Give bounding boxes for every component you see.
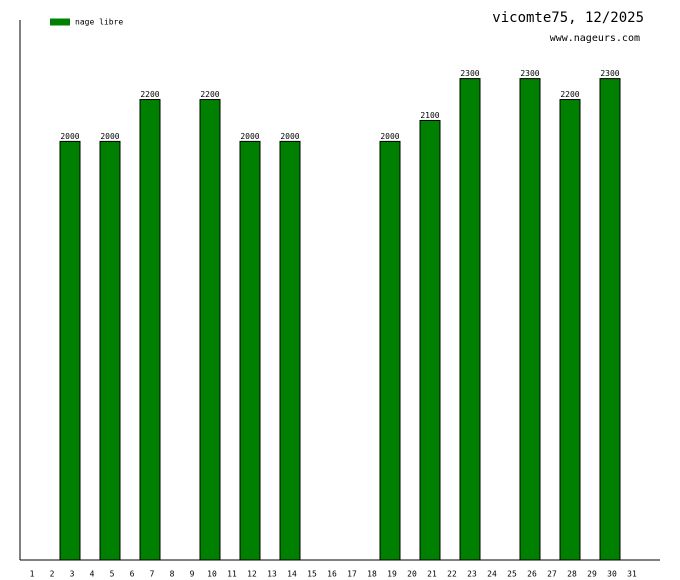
bar bbox=[519, 78, 541, 561]
x-tick-label: 27 bbox=[547, 570, 557, 579]
legend-swatch bbox=[50, 18, 70, 26]
x-tick-label: 16 bbox=[327, 570, 337, 579]
chart-title: vicomte75, 12/2025 bbox=[492, 10, 644, 26]
x-tick-label: 6 bbox=[130, 570, 135, 579]
x-tick-label: 19 bbox=[387, 570, 397, 579]
x-tick-label: 11 bbox=[227, 570, 237, 579]
value-label: 2000 bbox=[380, 132, 399, 141]
x-tick-label: 4 bbox=[90, 570, 95, 579]
x-tick-label: 31 bbox=[627, 570, 637, 579]
x-tick-label: 9 bbox=[190, 570, 195, 579]
x-tick-label: 18 bbox=[367, 570, 377, 579]
value-label: 2200 bbox=[200, 90, 219, 99]
x-tick-label: 30 bbox=[607, 570, 617, 579]
bar bbox=[379, 140, 401, 561]
x-tick-label: 24 bbox=[487, 570, 497, 579]
value-label: 2000 bbox=[60, 132, 79, 141]
x-tick-label: 17 bbox=[347, 570, 357, 579]
x-tick-label: 8 bbox=[170, 570, 175, 579]
bar bbox=[139, 99, 161, 561]
x-tick-label: 3 bbox=[70, 570, 75, 579]
value-label: 2300 bbox=[460, 69, 479, 78]
value-label: 2200 bbox=[560, 90, 579, 99]
value-label: 2100 bbox=[420, 111, 439, 120]
x-tick-label: 26 bbox=[527, 570, 537, 579]
value-label: 2300 bbox=[520, 69, 539, 78]
x-tick-label: 22 bbox=[447, 570, 457, 579]
x-tick-label: 23 bbox=[467, 570, 477, 579]
bar bbox=[99, 140, 121, 561]
x-tick-label: 20 bbox=[407, 570, 417, 579]
bar bbox=[599, 78, 621, 561]
bar bbox=[279, 140, 301, 561]
x-tick-label: 28 bbox=[567, 570, 577, 579]
x-tick-label: 21 bbox=[427, 570, 437, 579]
value-label: 2000 bbox=[280, 132, 299, 141]
value-label: 2200 bbox=[140, 90, 159, 99]
value-label: 2000 bbox=[240, 132, 259, 141]
x-tick-label: 13 bbox=[267, 570, 277, 579]
bar bbox=[419, 119, 441, 561]
legend-label: nage libre bbox=[75, 18, 123, 27]
bar bbox=[59, 140, 81, 561]
value-label: 2000 bbox=[100, 132, 119, 141]
x-tick-label: 5 bbox=[110, 570, 115, 579]
x-tick-label: 12 bbox=[247, 570, 257, 579]
x-tick-label: 29 bbox=[587, 570, 597, 579]
x-tick-label: 1 bbox=[30, 570, 35, 579]
bar bbox=[199, 99, 221, 561]
x-tick-label: 15 bbox=[307, 570, 317, 579]
x-tick-label: 7 bbox=[150, 570, 155, 579]
bar bbox=[559, 99, 581, 561]
bar bbox=[459, 78, 481, 561]
value-label: 2300 bbox=[600, 69, 619, 78]
bar bbox=[239, 140, 261, 561]
x-tick-label: 14 bbox=[287, 570, 297, 579]
x-tick-label: 10 bbox=[207, 570, 217, 579]
x-tick-label: 2 bbox=[50, 570, 55, 579]
chart-subtitle: www.nageurs.com bbox=[550, 33, 640, 44]
x-tick-label: 25 bbox=[507, 570, 517, 579]
